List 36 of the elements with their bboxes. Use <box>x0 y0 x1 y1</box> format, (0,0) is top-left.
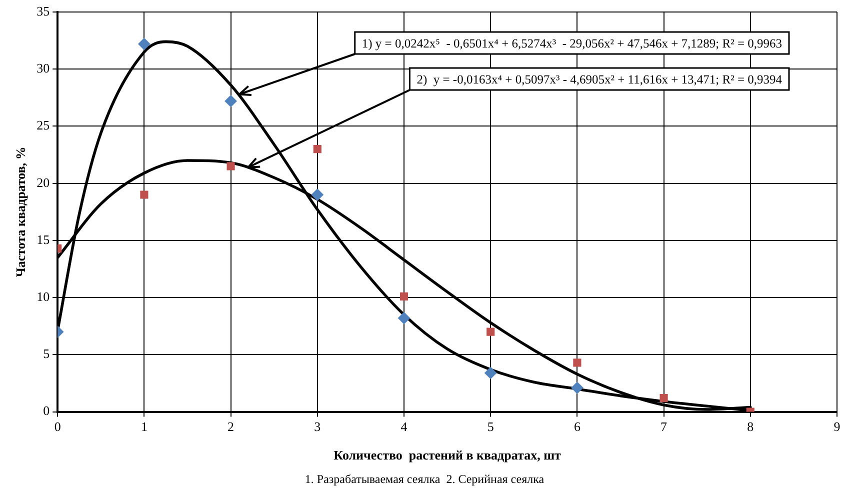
y-tick-label: 20 <box>36 174 50 190</box>
point <box>138 38 150 50</box>
x-tick-label: 6 <box>574 419 581 434</box>
y-tick-label: 30 <box>36 60 50 76</box>
y-tick-label: 25 <box>36 118 50 133</box>
y-tick-label: 15 <box>36 232 50 247</box>
x-tick-label: 2 <box>228 419 234 434</box>
y-tick-label: 0 <box>43 403 50 418</box>
x-tick-label: 3 <box>314 419 321 434</box>
annotation: 1) y = 0,0242x⁵ - 0,6501x⁴ + 6,5274x³ - 29,056x² + 47,546x + 7,1289; R² = 0,9963 <box>362 36 782 50</box>
annotation: 2) y = -0,0163x⁴ + 0,5097x³ - 4,6905x² + 11,616x + 13,471; R² = 0,9394 <box>416 72 783 86</box>
y-axis-title: Частота квадратов, % <box>13 146 28 278</box>
point <box>140 190 148 199</box>
y-tick-label: 5 <box>43 346 50 362</box>
x-tick-label: 1 <box>140 419 148 434</box>
text: 1. Разрабатываемая сеялка 2. Серийная сеялка <box>304 472 546 487</box>
x-tick-label: 5 <box>487 419 494 434</box>
point <box>571 382 584 394</box>
x-tick-label: 8 <box>747 419 754 434</box>
x-tick-label: 7 <box>660 419 668 434</box>
x-tick-label: 9 <box>834 419 840 434</box>
y-tick-label: 10 <box>36 288 50 304</box>
point <box>660 394 668 402</box>
x-tick-label: 4 <box>400 419 408 434</box>
point <box>400 292 408 300</box>
point <box>311 188 324 201</box>
point <box>484 366 497 379</box>
point <box>486 328 495 336</box>
point <box>226 162 235 170</box>
point <box>313 145 322 154</box>
y-tick-label: 35 <box>36 3 50 18</box>
x-axis-title: Количество растений в квадратах, шт <box>334 448 562 463</box>
point <box>398 312 410 324</box>
point <box>573 358 582 367</box>
x-tick-label: 0 <box>54 419 61 434</box>
point <box>224 95 237 108</box>
